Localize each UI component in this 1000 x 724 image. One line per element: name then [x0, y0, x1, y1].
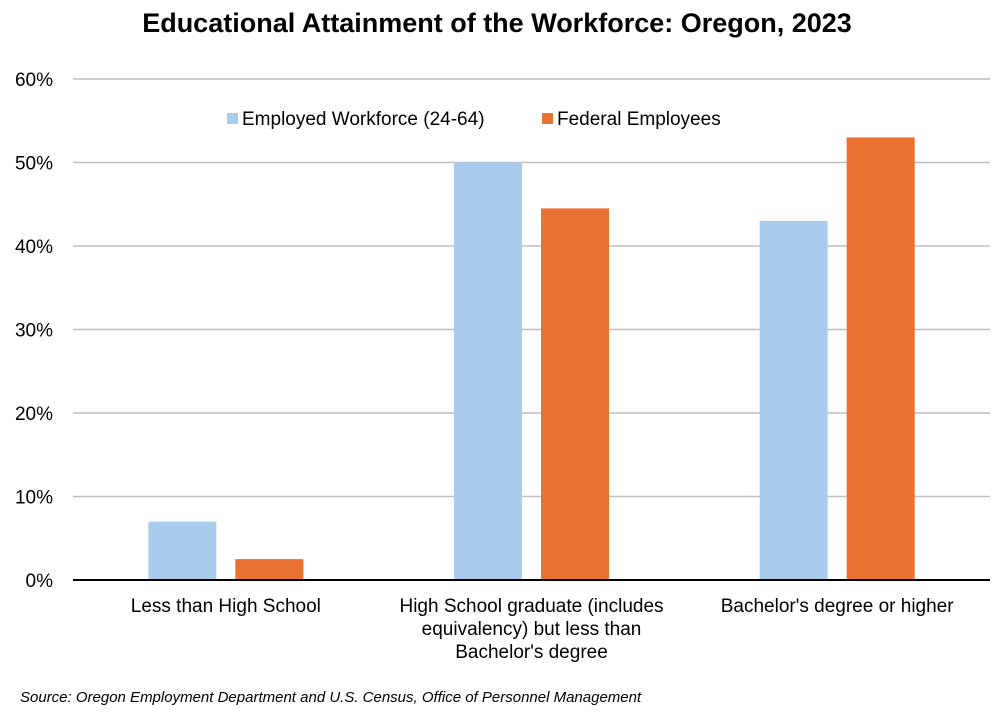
legend-swatch — [227, 113, 238, 124]
grid-lines — [73, 78, 990, 498]
bar-employed-workforce — [454, 162, 522, 580]
y-tick-label: 60% — [15, 70, 53, 91]
legend-label: Federal Employees — [557, 109, 721, 130]
bars — [148, 137, 915, 581]
x-tick-label: Bachelor's degree — [455, 642, 608, 663]
y-tick-label: 40% — [15, 237, 53, 258]
bar-employed-workforce — [148, 521, 217, 580]
bar-federal-employees — [846, 137, 915, 580]
source-note: Source: Oregon Employment Department and… — [20, 689, 642, 706]
legend-label: Employed Workforce (24-64) — [242, 109, 485, 130]
x-axis: Less than High School High School graduat… — [131, 596, 954, 663]
chart-title: Educational Attainment of the Workforce:… — [142, 8, 852, 38]
bar-federal-employees — [235, 559, 304, 580]
y-tick-label: 30% — [15, 321, 53, 342]
y-tick-label: 0% — [26, 571, 54, 592]
y-tick-label: 20% — [15, 404, 53, 425]
legend: Employed Workforce (24-64) Federal Employ… — [227, 109, 721, 130]
bar-employed-workforce — [759, 220, 828, 580]
y-tick-label: 10% — [15, 488, 53, 509]
x-tick-label: Bachelor's degree or higher — [721, 596, 954, 617]
y-axis: 0% 10% 20% 30% 40% 50% 60% — [15, 70, 53, 592]
x-tick-label: Less than High School — [131, 596, 321, 617]
x-tick-label: equivalency) but less than — [422, 619, 642, 640]
bar-federal-employees — [541, 208, 609, 581]
x-tick-label: High School graduate (includes — [399, 596, 663, 617]
legend-swatch — [542, 113, 553, 124]
y-tick-label: 50% — [15, 154, 53, 175]
